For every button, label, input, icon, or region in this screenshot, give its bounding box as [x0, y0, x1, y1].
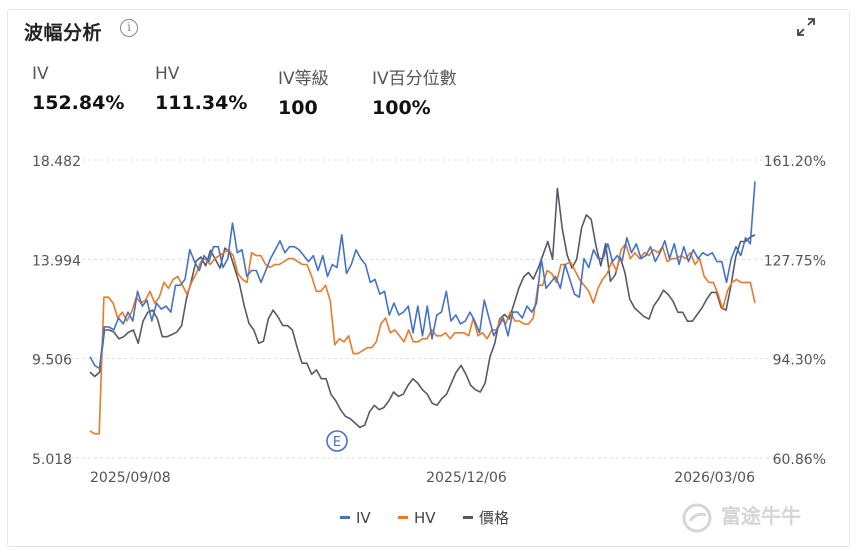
- earnings-event-marker: [326, 430, 348, 452]
- metric-iv-label: IV: [32, 64, 49, 84]
- info-icon[interactable]: i: [120, 19, 138, 37]
- metric-hv-value: 111.34%: [155, 92, 248, 114]
- right-axis-tick-label: 161.20%: [764, 154, 826, 170]
- left-axis-tick-label: 13.994: [32, 253, 81, 269]
- x-axis-tick-label: 2025/09/08: [90, 470, 171, 486]
- metric-iv: IV 152.84%: [32, 64, 124, 114]
- legend-swatch: [340, 516, 350, 519]
- watermark-text: 富途牛牛: [720, 504, 801, 528]
- legend-label: 價格: [479, 509, 509, 527]
- metric-iv-rank-value: 100: [278, 97, 318, 119]
- right-axis-tick-label: 60.86%: [773, 452, 826, 468]
- metric-hv-label: HV: [155, 64, 180, 84]
- metric-iv-rank: IV等級 100: [278, 64, 329, 119]
- series-line-iv: [89, 181, 756, 370]
- watermark: 富途牛牛: [680, 500, 801, 533]
- series-line-hv: [89, 243, 756, 435]
- metric-hv: HV 111.34%: [155, 64, 247, 114]
- legend-swatch: [398, 516, 408, 519]
- metric-iv-rank-label: IV等級: [278, 69, 329, 89]
- metric-iv-value: 152.84%: [32, 92, 125, 114]
- metric-iv-percentile: IV百分位數 100%: [372, 64, 457, 119]
- metric-iv-percentile-label: IV百分位數: [372, 69, 457, 89]
- expand-icon[interactable]: [795, 16, 817, 38]
- series-line-price: [89, 187, 756, 429]
- card-title: 波幅分析: [24, 22, 103, 44]
- right-axis-tick-label: 94.30%: [773, 353, 826, 369]
- x-axis-tick-label: 2025/12/06: [426, 470, 507, 486]
- left-axis-tick-label: 18.482: [32, 154, 81, 170]
- brand-logo-icon: [682, 503, 712, 532]
- left-axis-tick-label: 5.018: [32, 452, 72, 468]
- right-axis-tick-label: 127.75%: [764, 253, 826, 269]
- volatility-card: [7, 9, 850, 547]
- legend-label: HV: [414, 509, 436, 527]
- x-axis-tick-label: 2026/03/06: [674, 470, 755, 486]
- earnings-event-label: E: [333, 435, 341, 450]
- legend-swatch: [463, 516, 473, 519]
- metric-iv-percentile-value: 100%: [372, 97, 431, 119]
- left-axis-tick-label: 9.506: [32, 353, 72, 369]
- legend-label: IV: [356, 509, 371, 527]
